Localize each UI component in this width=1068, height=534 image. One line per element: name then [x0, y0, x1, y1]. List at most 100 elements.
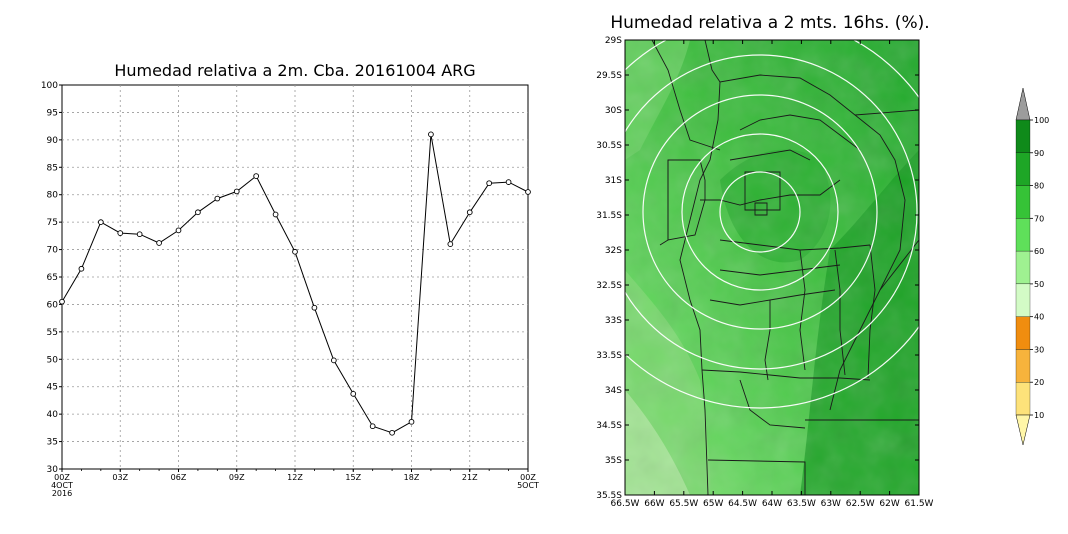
y-tick-label: 35	[47, 438, 58, 448]
y-tick-label: 45	[47, 383, 58, 393]
lat-tick-label: 31S	[605, 176, 622, 186]
lon-tick-label: 63.5W	[787, 499, 816, 509]
colorbar-label: 40	[1034, 313, 1044, 322]
x-tick-label: 12Z	[287, 473, 303, 482]
colorbar-label: 60	[1034, 247, 1044, 256]
colorbar-over-triangle	[1015, 87, 1031, 121]
lat-tick-label: 33.5S	[596, 351, 622, 361]
data-point	[466, 209, 473, 216]
y-tick-label: 30	[47, 465, 59, 475]
map-range-rings	[625, 40, 919, 409]
colorbar-segment	[1015, 250, 1031, 285]
colorbar-segment	[1015, 119, 1031, 153]
data-point	[195, 209, 201, 216]
lat-tick-label: 30.5S	[596, 141, 622, 151]
map-boundaries	[651, 40, 919, 495]
lat-tick-label: 32.5S	[596, 281, 622, 291]
lat-tick-label: 31.5S	[596, 211, 622, 221]
y-tick-label: 70	[47, 246, 59, 256]
colorbar-segment	[1015, 152, 1031, 186]
colorbar-label: 20	[1034, 378, 1044, 387]
colorbar-label: 70	[1034, 214, 1044, 223]
lon-tick-label: 66.5W	[611, 499, 640, 509]
colorbar-label: 50	[1034, 280, 1044, 289]
lon-tick-label: 64.5W	[728, 499, 757, 509]
lon-tick-label: 65.5W	[669, 499, 698, 509]
lat-tick-label: 29.5S	[596, 71, 622, 81]
data-point	[505, 179, 512, 185]
lon-tick-label: 63W	[821, 499, 841, 509]
data-point	[97, 219, 104, 225]
map-longitude-axis: 66.5W 66W 65.5W 65W 64.5W 64W 63.5W 63W 62.5W 62W…	[611, 40, 934, 509]
x-tick-label: 21Z	[462, 473, 478, 482]
data-point	[408, 418, 415, 425]
colorbar-segment	[1015, 283, 1031, 317]
y-tick-label: 55	[47, 328, 58, 338]
data-point	[311, 304, 318, 311]
colorbar-segment	[1015, 185, 1031, 219]
data-point	[428, 131, 434, 138]
lat-tick-label: 30S	[605, 106, 622, 116]
data-point	[136, 231, 143, 238]
y-tick-label: 50	[47, 355, 59, 365]
map-latitude-axis: 29S 29.5S 30S 30.5S 31S 31.5S 32S 32.5S 33S 33.5S…	[596, 36, 919, 501]
colorbar-segment	[1015, 218, 1031, 252]
data-point	[253, 173, 260, 179]
colorbar-segment	[1015, 349, 1031, 383]
y-tick-label: 65	[47, 273, 58, 283]
x-tick-label: 03Z	[112, 473, 128, 482]
data-point	[292, 248, 298, 255]
y-tick-label: 90	[47, 136, 59, 146]
data-point	[214, 195, 221, 202]
map-colorbar: 10 20 30 40 50 60 70 80 90 100	[1015, 87, 1049, 446]
colorbar-segment	[1015, 316, 1031, 350]
lat-tick-label: 29S	[605, 36, 622, 46]
line-chart-y-axis: 30 35 40 45 50 55 60 65 70 75 80 85 90 95 100	[41, 81, 62, 475]
x-tick-label: 15Z	[345, 473, 361, 482]
data-point	[78, 265, 85, 272]
map-title: Humedad relativa a 2 mts. 16hs. (%).	[610, 13, 929, 33]
line-chart: Humedad relativa a 2m. Cba. 20161004 ARG…	[41, 61, 539, 498]
y-tick-label: 40	[47, 410, 59, 420]
y-tick-label: 75	[47, 218, 58, 228]
colorbar-label: 90	[1034, 149, 1044, 158]
lon-tick-label: 65W	[703, 499, 723, 509]
map-field-texture	[625, 40, 919, 495]
data-point	[272, 211, 279, 218]
y-tick-label: 85	[47, 163, 58, 173]
colorbar-segment	[1015, 382, 1031, 416]
x-tick-label: 18Z	[404, 473, 420, 482]
lon-tick-label: 61.5W	[905, 499, 934, 509]
lat-tick-label: 34.5S	[596, 421, 622, 431]
colorbar-label: 10	[1034, 411, 1044, 420]
data-point	[525, 189, 531, 195]
humidity-series-points	[59, 131, 531, 436]
data-point	[486, 180, 493, 187]
lon-tick-label: 64W	[762, 499, 782, 509]
colorbar-under-triangle	[1015, 414, 1031, 446]
colorbar-label: 30	[1034, 345, 1044, 354]
y-tick-label: 60	[47, 300, 59, 310]
x-tick-label: 06Z	[171, 473, 187, 482]
data-point	[59, 298, 65, 305]
lon-tick-label: 66W	[644, 499, 664, 509]
lon-tick-label: 62W	[879, 499, 899, 509]
y-tick-label: 95	[47, 108, 58, 118]
y-tick-label: 80	[47, 191, 59, 201]
data-point	[369, 423, 376, 430]
x-tick-label: 09Z	[229, 473, 245, 482]
lat-tick-label: 35.5S	[596, 491, 622, 501]
lat-tick-label: 33S	[605, 316, 622, 326]
lat-tick-label: 34S	[605, 386, 622, 396]
data-point	[389, 429, 395, 436]
line-chart-title: Humedad relativa a 2m. Cba. 20161004 ARG	[114, 61, 475, 80]
data-point	[447, 241, 454, 247]
lat-tick-label: 35S	[605, 456, 622, 466]
y-tick-label: 100	[41, 81, 58, 91]
data-point	[156, 240, 162, 246]
humidity-map: Humedad relativa a 2 mts. 16hs. (%).	[596, 13, 1049, 509]
x-tick-label: 00Z 5OCT	[517, 473, 539, 490]
data-point	[175, 227, 182, 234]
line-chart-grid	[62, 85, 528, 469]
